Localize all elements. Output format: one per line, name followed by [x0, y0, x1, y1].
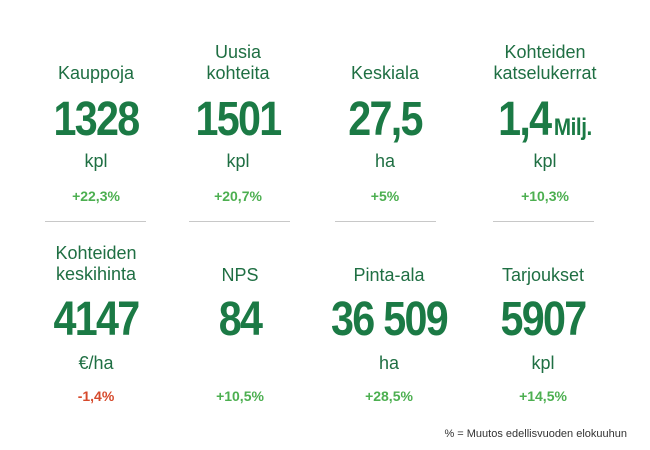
stat-nps: NPS 84 +10,5%: [170, 0, 310, 420]
stat-unit: ha: [374, 151, 396, 171]
stat-value-suffix: Milj.: [553, 114, 592, 141]
stat-keskiala: Keskiala 27,5 ha +5%: [315, 0, 455, 220]
stat-change: +28,5%: [365, 388, 413, 404]
footnote: % = Muutos edellisvuoden elokuuhun: [444, 428, 627, 440]
stat-change: +5%: [370, 188, 400, 204]
stat-unit: kpl: [226, 151, 250, 171]
divider: [493, 221, 594, 222]
stat-tarjoukset: Tarjoukset 5907 kpl +14,5%: [473, 0, 613, 420]
stat-unit: €/ha: [78, 353, 114, 373]
stat-unit: kpl: [533, 151, 557, 171]
stat-value: 1,4 Milj.: [498, 93, 592, 146]
stat-value: 5907: [500, 293, 588, 346]
stat-value: 84: [218, 293, 263, 346]
stat-kauppoja: Kauppoja 1328 kpl +22,3%: [26, 0, 166, 220]
stat-label: Kauppoja: [57, 63, 135, 83]
stat-katselukerrat: Kohteiden katselukerrat 1,4 Milj. kpl +10…: [470, 0, 620, 220]
divider: [45, 221, 146, 222]
stat-label: Keskiala: [350, 63, 420, 83]
stat-label: Kohteiden keskihinta: [55, 243, 137, 284]
stat-label: Tarjoukset: [501, 265, 585, 285]
stat-value: 1328: [53, 93, 141, 146]
stat-unit: ha: [378, 353, 400, 373]
stat-unit: kpl: [84, 151, 108, 171]
stat-pinta-ala: Pinta-ala 36 509 ha +28,5%: [309, 0, 469, 420]
stat-change: +10,3%: [521, 188, 569, 204]
stat-value: 36 509: [331, 293, 449, 346]
stat-label: Uusia kohteita: [206, 42, 270, 83]
stat-keskihinta: Kohteiden keskihinta 4147 €/ha -1,4%: [26, 0, 166, 420]
stat-value: 27,5: [348, 93, 423, 146]
stat-change: +22,3%: [72, 188, 120, 204]
divider: [189, 221, 290, 222]
stat-label: NPS: [221, 265, 259, 285]
stat-uusia-kohteita: Uusia kohteita 1501 kpl +20,7%: [168, 0, 308, 220]
stat-label: Kohteiden katselukerrat: [493, 42, 597, 83]
stat-change: +10,5%: [216, 388, 264, 404]
divider: [335, 221, 436, 222]
stat-change: -1,4%: [77, 388, 115, 404]
stat-change: +14,5%: [519, 388, 567, 404]
stat-value: 1501: [195, 93, 283, 146]
stat-unit: kpl: [531, 353, 555, 373]
stat-value: 4147: [53, 293, 141, 346]
stat-change: +20,7%: [214, 188, 262, 204]
stat-label: Pinta-ala: [353, 265, 425, 285]
